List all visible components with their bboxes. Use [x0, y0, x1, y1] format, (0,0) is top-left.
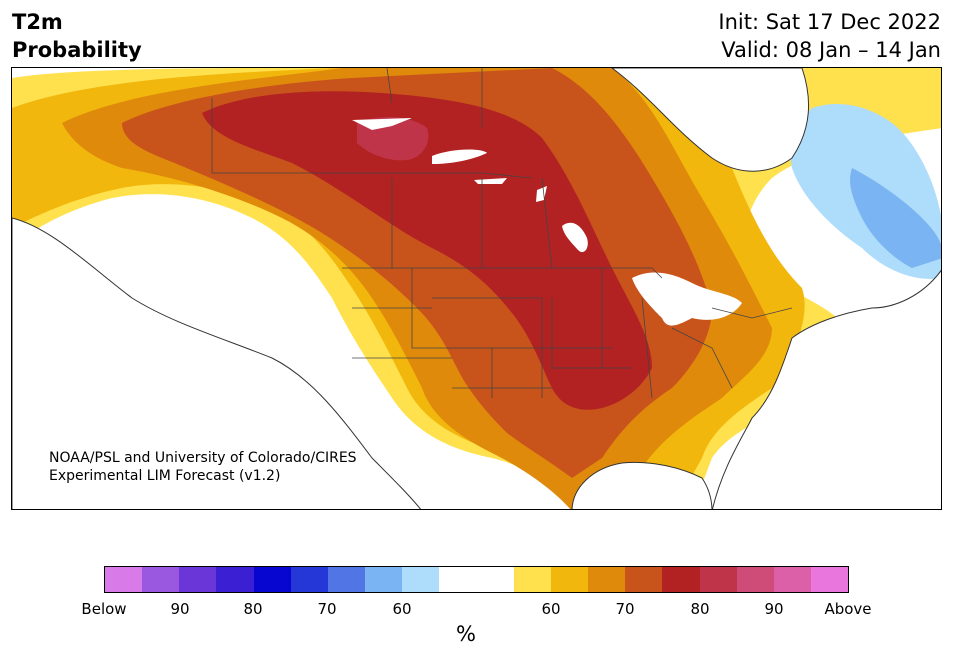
colorbar-segment	[513, 567, 551, 592]
colorbar-tick-label: Above	[824, 600, 872, 618]
colorbar-tick-label: 70	[615, 600, 635, 618]
great-lakes	[632, 272, 742, 326]
colorbar-segment	[662, 567, 700, 592]
colorbar-segment	[290, 567, 328, 592]
colorbar-segment	[402, 567, 440, 592]
ocean-pacific	[12, 217, 422, 509]
colorbar-tick-label: 70	[317, 600, 337, 618]
hudson-bay	[611, 68, 810, 172]
colorbar-segment	[773, 567, 811, 592]
valid-range: Valid: 08 Jan – 14 Jan	[721, 38, 941, 62]
borders	[211, 68, 793, 399]
lake-shape	[352, 118, 412, 130]
init-date: Init: Sat 17 Dec 2022	[718, 10, 941, 34]
colorbar-tick-label: 90	[170, 600, 190, 618]
colorbar-segment	[476, 567, 514, 592]
colorbar-tick-label: 60	[541, 600, 561, 618]
colorbar-unit: %	[456, 622, 476, 646]
lake-shape	[562, 222, 588, 253]
ocean-gulf	[571, 461, 713, 509]
forecast-dates: Init: Sat 17 Dec 2022 Valid: 08 Jan – 14…	[718, 8, 941, 64]
colorbar-segment	[736, 567, 774, 592]
colorbar-segment	[253, 567, 291, 592]
colorbar-tick-label: 80	[690, 600, 710, 618]
ocean-atlantic	[711, 269, 941, 509]
colorbar-segment	[625, 567, 663, 592]
data-credit: NOAA/PSL and University of Colorado/CIRE…	[49, 449, 357, 485]
colorbar-segment	[216, 567, 254, 592]
colorbar-segment	[105, 567, 143, 592]
colorbar-segment	[699, 567, 737, 592]
colorbar-segment	[142, 567, 180, 592]
credit-line-1: NOAA/PSL and University of Colorado/CIRE…	[49, 450, 357, 466]
credit-line-2: Experimental LIM Forecast (v1.2)	[49, 468, 281, 484]
colorbar	[104, 566, 849, 593]
prob-zone-80	[202, 91, 652, 410]
colorbar-segment	[810, 567, 849, 592]
colorbar-tick-label: 60	[392, 600, 412, 618]
colorbar-segment	[179, 567, 217, 592]
colorbar-segment	[439, 567, 477, 592]
colorbar-segment	[588, 567, 626, 592]
colorbar-segment	[550, 567, 589, 592]
colorbar-segment	[365, 567, 403, 592]
prob-zone-below-70	[850, 168, 941, 268]
forecast-map: NOAA/PSL and University of Colorado/CIRE…	[11, 67, 942, 510]
lake-shape	[432, 149, 487, 164]
title-variable: T2m	[12, 10, 63, 34]
colorbar-tick-label: 80	[243, 600, 263, 618]
probability-map	[12, 68, 941, 509]
map-title: T2m Probability	[12, 8, 142, 64]
title-type: Probability	[12, 38, 142, 62]
colorbar-tick-label: 90	[764, 600, 784, 618]
colorbar-tick-label: Below	[81, 600, 127, 618]
colorbar-segment	[327, 567, 366, 592]
